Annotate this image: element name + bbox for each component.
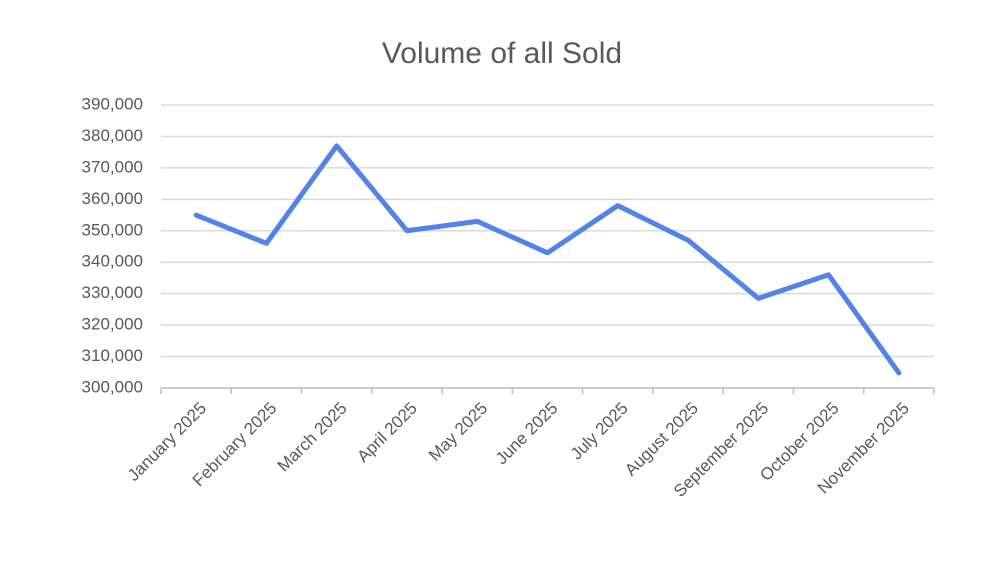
y-tick-label: 370,000 (82, 157, 143, 176)
y-tick-label: 320,000 (82, 315, 143, 334)
x-tick-label: July 2025 (567, 399, 632, 464)
y-tick-label: 340,000 (82, 252, 143, 271)
y-tick-label: 360,000 (82, 189, 143, 208)
x-tick-label: June 2025 (492, 399, 562, 469)
x-tick-label: March 2025 (274, 399, 351, 476)
y-tick-label: 310,000 (82, 346, 143, 365)
y-tick-label: 380,000 (82, 126, 143, 145)
x-tick-label: May 2025 (425, 399, 491, 465)
y-tick-label: 390,000 (82, 94, 143, 113)
x-tick-label: April 2025 (353, 399, 421, 467)
y-tick-label: 330,000 (82, 283, 143, 302)
line-series (193, 143, 902, 376)
y-tick-label: 350,000 (82, 220, 143, 239)
chart-title: Volume of all Sold (382, 37, 622, 70)
y-tick-label: 300,000 (82, 377, 143, 396)
